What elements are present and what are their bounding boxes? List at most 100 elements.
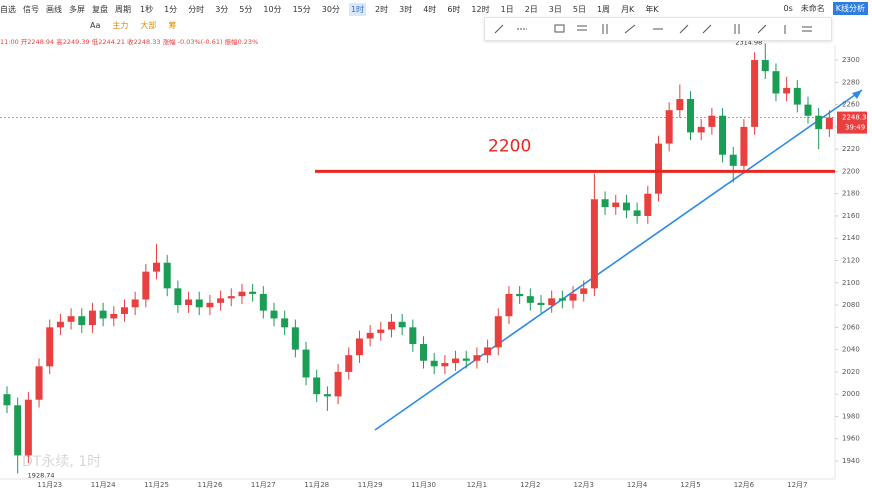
- min-price-label: 1928.74: [28, 472, 55, 480]
- period-button[interactable]: 3日: [548, 4, 562, 14]
- candle-body: [751, 60, 759, 127]
- period-button[interactable]: 30分: [321, 4, 340, 14]
- candle-body: [430, 360, 438, 367]
- candle-body: [825, 117, 833, 130]
- toolbar-button[interactable]: 自选: [0, 4, 16, 14]
- candle-body: [334, 371, 342, 397]
- y-tick-label: 2280: [842, 78, 860, 86]
- candle-body: [622, 202, 630, 211]
- y-tick-label: 2020: [842, 368, 860, 376]
- candle-body: [612, 202, 620, 208]
- candle-body: [195, 299, 203, 308]
- candle-body: [569, 293, 577, 301]
- indicator-button[interactable]: 筹: [168, 20, 177, 30]
- candle-body: [131, 299, 139, 308]
- y-tick-label: 2140: [842, 234, 860, 242]
- candle-body: [580, 288, 588, 294]
- period-button[interactable]: 1秒: [140, 4, 154, 14]
- toolbar-button[interactable]: 信号: [23, 4, 39, 14]
- period-button[interactable]: 3时: [399, 4, 413, 14]
- indicator-toolbar: Aa 主力 大部 筹: [90, 18, 176, 32]
- candle-body: [227, 296, 235, 299]
- period-button[interactable]: 10分: [263, 4, 282, 14]
- candle-body: [516, 293, 524, 297]
- toolbar-button[interactable]: 复盘: [92, 4, 108, 14]
- period-button[interactable]: 1日: [500, 4, 514, 14]
- period-button[interactable]: 月K: [621, 4, 635, 14]
- period-button[interactable]: 4时: [423, 4, 437, 14]
- indicator-button[interactable]: 主力: [112, 20, 129, 30]
- drawing-tools[interactable]: [484, 17, 832, 41]
- period-button[interactable]: 15分: [292, 4, 311, 14]
- y-tick-label: 2040: [842, 346, 860, 354]
- toolbar-button[interactable]: 多屏: [69, 4, 85, 14]
- candle-body: [270, 310, 278, 319]
- candle-body: [302, 349, 310, 378]
- candle-body: [484, 347, 492, 356]
- candle-body: [462, 358, 470, 361]
- x-tick-label: 11月24: [91, 481, 116, 489]
- ohlc-info: 11:00 开2248.94 高2249.39 低2244.21 收2248.3…: [0, 38, 259, 46]
- y-tick-label: 1940: [842, 457, 860, 465]
- candle-body: [505, 293, 513, 317]
- indicator-button[interactable]: Aa: [90, 20, 101, 30]
- max-price-label: 2314.98: [735, 38, 762, 46]
- candle-body: [88, 310, 96, 326]
- toolbar-button[interactable]: 画线: [46, 4, 62, 14]
- candle-body: [291, 327, 299, 350]
- period-button[interactable]: 1时: [348, 2, 367, 16]
- countdown: 39:49: [845, 124, 865, 132]
- period-button[interactable]: 年K: [645, 4, 659, 14]
- candle-body: [665, 110, 673, 144]
- candle-body: [366, 332, 374, 339]
- period-button[interactable]: 分时: [188, 4, 205, 14]
- y-tick-label: 2220: [842, 145, 860, 153]
- x-tick-label: 12月6: [734, 481, 755, 489]
- y-tick-label: 1980: [842, 412, 860, 420]
- candle-body: [24, 399, 32, 456]
- candle-body: [654, 143, 662, 194]
- candle-body: [398, 321, 406, 328]
- drawing-tool-icons: [494, 24, 812, 34]
- candle-body: [110, 313, 118, 319]
- candle-body: [377, 329, 385, 333]
- period-button[interactable]: 12时: [471, 4, 490, 14]
- period-button[interactable]: 2时: [375, 4, 389, 14]
- candle-body: [67, 316, 75, 322]
- x-tick-label: 12月3: [574, 481, 594, 489]
- toolbar-button[interactable]: 未命名: [800, 4, 825, 13]
- candle-body: [708, 115, 716, 127]
- period-button[interactable]: 5分: [239, 4, 253, 14]
- candle-body: [99, 310, 107, 319]
- trend-arrow: [852, 90, 862, 99]
- x-tick-label: 12月4: [627, 481, 648, 489]
- candle-body: [473, 355, 481, 361]
- y-tick-label: 1960: [842, 435, 860, 443]
- period-button[interactable]: 1分: [164, 4, 178, 14]
- indicator-button[interactable]: 大部: [140, 20, 157, 30]
- trend-line[interactable]: [374, 89, 863, 431]
- candle-body: [142, 271, 150, 300]
- candle-body: [793, 87, 801, 105]
- candle-body: [590, 199, 598, 289]
- toolbar-button[interactable]: K线分析: [832, 2, 868, 15]
- period-button[interactable]: 5日: [572, 4, 586, 14]
- toolbar-button[interactable]: 周期: [115, 4, 131, 14]
- candle-body: [259, 293, 267, 311]
- toolbar-button[interactable]: 0s: [783, 4, 793, 13]
- period-button[interactable]: 6时: [447, 4, 461, 14]
- candle-body: [120, 307, 128, 314]
- candle-body: [387, 321, 395, 330]
- candle-body: [56, 321, 64, 328]
- candle-body: [206, 302, 214, 308]
- period-button[interactable]: 2日: [524, 4, 538, 14]
- candle-body: [153, 262, 161, 272]
- candle-body: [494, 316, 502, 348]
- candle-body: [687, 99, 695, 133]
- right-toolbar: 0s 未命名 K线分析: [783, 2, 868, 15]
- candle-body: [815, 115, 823, 130]
- period-button[interactable]: 1周: [596, 4, 611, 14]
- y-tick-label: 2180: [842, 190, 860, 198]
- candle-body: [46, 327, 54, 367]
- period-button[interactable]: 3分: [215, 4, 229, 14]
